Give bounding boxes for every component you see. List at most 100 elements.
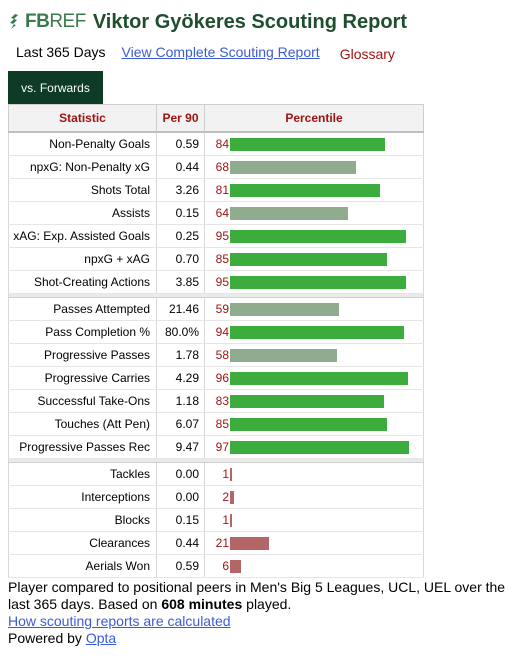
page-title: Viktor Gyökeres Scouting Report bbox=[92, 10, 407, 33]
table-row: Shot-Creating Actions 3.85 95 bbox=[8, 270, 424, 294]
percentile-value: 95 bbox=[215, 229, 229, 243]
table-row: Progressive Passes 1.78 58 bbox=[8, 343, 424, 367]
table-row: Touches (Att Pen) 6.07 85 bbox=[8, 412, 424, 436]
percentile-bar bbox=[230, 537, 269, 550]
stat-name[interactable]: npxG: Non-Penalty xG bbox=[8, 155, 157, 179]
stat-name[interactable]: Shot-Creating Actions bbox=[8, 270, 157, 294]
per90-value: 1.78 bbox=[156, 343, 205, 367]
stat-name[interactable]: Progressive Carries bbox=[8, 366, 157, 390]
percentile-bar bbox=[230, 326, 404, 339]
page-header: FB REF Viktor Gyökeres Scouting Report bbox=[8, 8, 407, 36]
stat-name[interactable]: Tackles bbox=[8, 462, 157, 486]
percentile-value: 97 bbox=[215, 440, 229, 454]
percentile-value: 84 bbox=[215, 137, 229, 151]
percentile-value: 68 bbox=[215, 160, 229, 174]
per90-value: 0.59 bbox=[156, 554, 205, 578]
header-percentile[interactable]: Percentile bbox=[204, 104, 424, 133]
percentile-value: 6 bbox=[222, 559, 229, 573]
tab-vs-forwards[interactable]: vs. Forwards bbox=[8, 71, 103, 104]
stat-name[interactable]: Shots Total bbox=[8, 178, 157, 202]
per90-value: 0.44 bbox=[156, 155, 205, 179]
percentile-value: 21 bbox=[215, 536, 229, 550]
table-row: Passes Attempted 21.46 59 bbox=[8, 297, 424, 321]
percentile-bar bbox=[230, 560, 241, 573]
percentile-cell: 97 bbox=[204, 435, 424, 459]
percentile-cell: 2 bbox=[204, 485, 424, 509]
percentile-cell: 1 bbox=[204, 508, 424, 532]
header-per90[interactable]: Per 90 bbox=[156, 104, 205, 133]
percentile-bar bbox=[230, 441, 409, 454]
percentile-cell: 64 bbox=[204, 201, 424, 225]
stat-name[interactable]: Blocks bbox=[8, 508, 157, 532]
glossary-toggle[interactable]: Glossary bbox=[339, 46, 395, 62]
table-row: Pass Completion % 80.0% 94 bbox=[8, 320, 424, 344]
scouting-table-body: Non-Penalty Goals 0.59 84 npxG: Non-Penalty… bbox=[8, 132, 424, 578]
percentile-cell: 85 bbox=[204, 247, 424, 271]
percentile-bar bbox=[230, 230, 406, 243]
per90-value: 9.47 bbox=[156, 435, 205, 459]
percentile-cell: 81 bbox=[204, 178, 424, 202]
per90-value: 0.25 bbox=[156, 224, 205, 248]
percentile-value: 2 bbox=[222, 490, 229, 504]
header-statistic[interactable]: Statistic bbox=[8, 104, 157, 133]
percentile-bar bbox=[230, 491, 234, 504]
table-row: Interceptions 0.00 2 bbox=[8, 485, 424, 509]
percentile-value: 94 bbox=[215, 325, 229, 339]
percentile-value: 96 bbox=[215, 371, 229, 385]
stat-name[interactable]: Pass Completion % bbox=[8, 320, 157, 344]
group-separator bbox=[8, 458, 424, 463]
how-calculated-link[interactable]: How scouting reports are calculated bbox=[8, 613, 231, 629]
stat-name[interactable]: Interceptions bbox=[8, 485, 157, 509]
fbref-leaf-icon bbox=[10, 14, 18, 29]
logo-ref-text: REF bbox=[49, 11, 86, 32]
table-row: npxG: Non-Penalty xG 0.44 68 bbox=[8, 155, 424, 179]
stat-name[interactable]: npxG + xAG bbox=[8, 247, 157, 271]
percentile-bar bbox=[230, 372, 408, 385]
stat-name[interactable]: Clearances bbox=[8, 531, 157, 555]
stat-name[interactable]: Touches (Att Pen) bbox=[8, 412, 157, 436]
percentile-cell: 96 bbox=[204, 366, 424, 390]
percentile-bar bbox=[230, 418, 387, 431]
separator-cell bbox=[8, 293, 424, 298]
percentile-bar bbox=[230, 468, 232, 481]
percentile-value: 58 bbox=[215, 348, 229, 362]
table-row: Assists 0.15 64 bbox=[8, 201, 424, 225]
fbref-logo[interactable]: FB REF bbox=[8, 11, 86, 33]
percentile-cell: 95 bbox=[204, 224, 424, 248]
percentile-cell: 94 bbox=[204, 320, 424, 344]
stat-name[interactable]: Progressive Passes Rec bbox=[8, 435, 157, 459]
percentile-bar bbox=[230, 161, 356, 174]
group-separator bbox=[8, 293, 424, 298]
table-row: Clearances 0.44 21 bbox=[8, 531, 424, 555]
comparison-note-end: played. bbox=[242, 596, 292, 612]
table-row: Tackles 0.00 1 bbox=[8, 462, 424, 486]
stat-name[interactable]: xAG: Exp. Assisted Goals bbox=[8, 224, 157, 248]
opta-link[interactable]: Opta bbox=[85, 630, 117, 646]
percentile-bar bbox=[230, 138, 385, 151]
percentile-cell: 95 bbox=[204, 270, 424, 294]
percentile-bar bbox=[230, 276, 406, 289]
per90-value: 0.59 bbox=[156, 132, 205, 156]
per90-value: 0.15 bbox=[156, 201, 205, 225]
percentile-bar bbox=[230, 184, 380, 197]
per90-value: 3.85 bbox=[156, 270, 205, 294]
per90-value: 6.07 bbox=[156, 412, 205, 436]
percentile-cell: 83 bbox=[204, 389, 424, 413]
view-complete-report-link[interactable]: View Complete Scouting Report bbox=[121, 44, 320, 60]
stat-name[interactable]: Passes Attempted bbox=[8, 297, 157, 321]
percentile-value: 83 bbox=[215, 394, 229, 408]
percentile-value: 81 bbox=[215, 183, 229, 197]
per90-value: 21.46 bbox=[156, 297, 205, 321]
stat-name[interactable]: Aerials Won bbox=[8, 554, 157, 578]
per90-value: 4.29 bbox=[156, 366, 205, 390]
percentile-bar bbox=[230, 349, 337, 362]
table-row: Progressive Passes Rec 9.47 97 bbox=[8, 435, 424, 459]
stat-name[interactable]: Successful Take-Ons bbox=[8, 389, 157, 413]
minutes-played: 608 minutes bbox=[161, 596, 243, 612]
stat-name[interactable]: Assists bbox=[8, 201, 157, 225]
stat-name[interactable]: Non-Penalty Goals bbox=[8, 132, 157, 156]
stat-name[interactable]: Progressive Passes bbox=[8, 343, 157, 367]
comparison-note-text: Player compared to positional peers in M… bbox=[8, 579, 506, 612]
percentile-value: 1 bbox=[222, 467, 229, 481]
percentile-value: 85 bbox=[215, 417, 229, 431]
